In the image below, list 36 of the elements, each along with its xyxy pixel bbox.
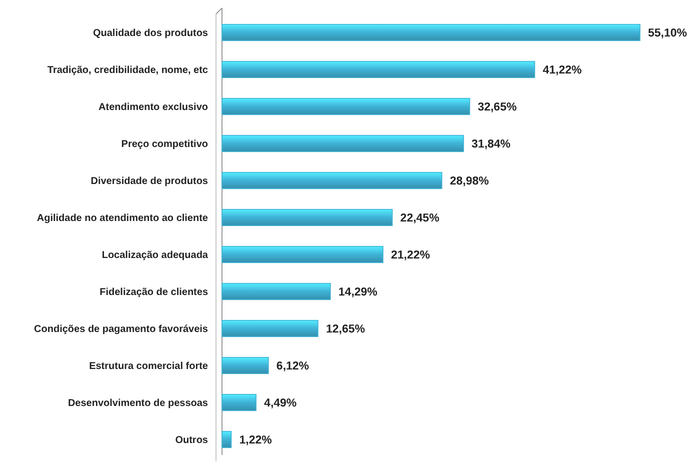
- y-tick-label: Desenvolvimento de pessoas: [68, 398, 208, 409]
- data-label: 22,45%: [400, 212, 440, 225]
- y-tick-label: Estrutura comercial forte: [89, 361, 208, 372]
- data-label: 32,65%: [478, 102, 517, 114]
- data-label: 31,84%: [472, 138, 511, 151]
- data-label: 14,29%: [338, 286, 378, 299]
- bar: [222, 60, 536, 78]
- y-tick-label: Diversidade de produtos: [90, 176, 208, 187]
- bar: [222, 356, 269, 374]
- bar: [222, 172, 442, 190]
- data-label: 4,49%: [264, 398, 297, 410]
- bar: [222, 98, 470, 116]
- bar: [222, 134, 464, 152]
- y-tick-label: Qualidade dos produtos: [92, 28, 208, 39]
- bar: [222, 282, 331, 300]
- y-tick-label: Outros: [175, 435, 208, 446]
- bar: [222, 394, 256, 412]
- data-label: 41,22%: [542, 64, 582, 77]
- y-tick-label: Condições de pagamento favoráveis: [34, 324, 208, 335]
- data-label: 21,22%: [390, 250, 430, 262]
- data-label: 6,12%: [276, 360, 310, 373]
- bar: [222, 246, 384, 264]
- y-tick-label: Agilidade no atendimento ao cliente: [36, 213, 208, 224]
- data-label: 28,98%: [450, 176, 489, 188]
- y-tick-label: Tradição, credibilidade, nome, etc: [47, 65, 208, 76]
- data-label: 1,22%: [239, 434, 272, 447]
- bar: [222, 208, 393, 226]
- y-tick-label: Atendimento exclusivo: [98, 102, 208, 113]
- bar: [222, 430, 232, 448]
- y-tick-label: Preço competitivo: [121, 139, 208, 150]
- bar: [222, 320, 318, 338]
- y-tick-label: Fidelização de clientes: [100, 287, 208, 298]
- data-label: 12,65%: [326, 324, 365, 336]
- bar: [222, 24, 640, 42]
- y-tick-label: Localização adequada: [102, 250, 208, 261]
- data-label: 55,10%: [648, 28, 688, 40]
